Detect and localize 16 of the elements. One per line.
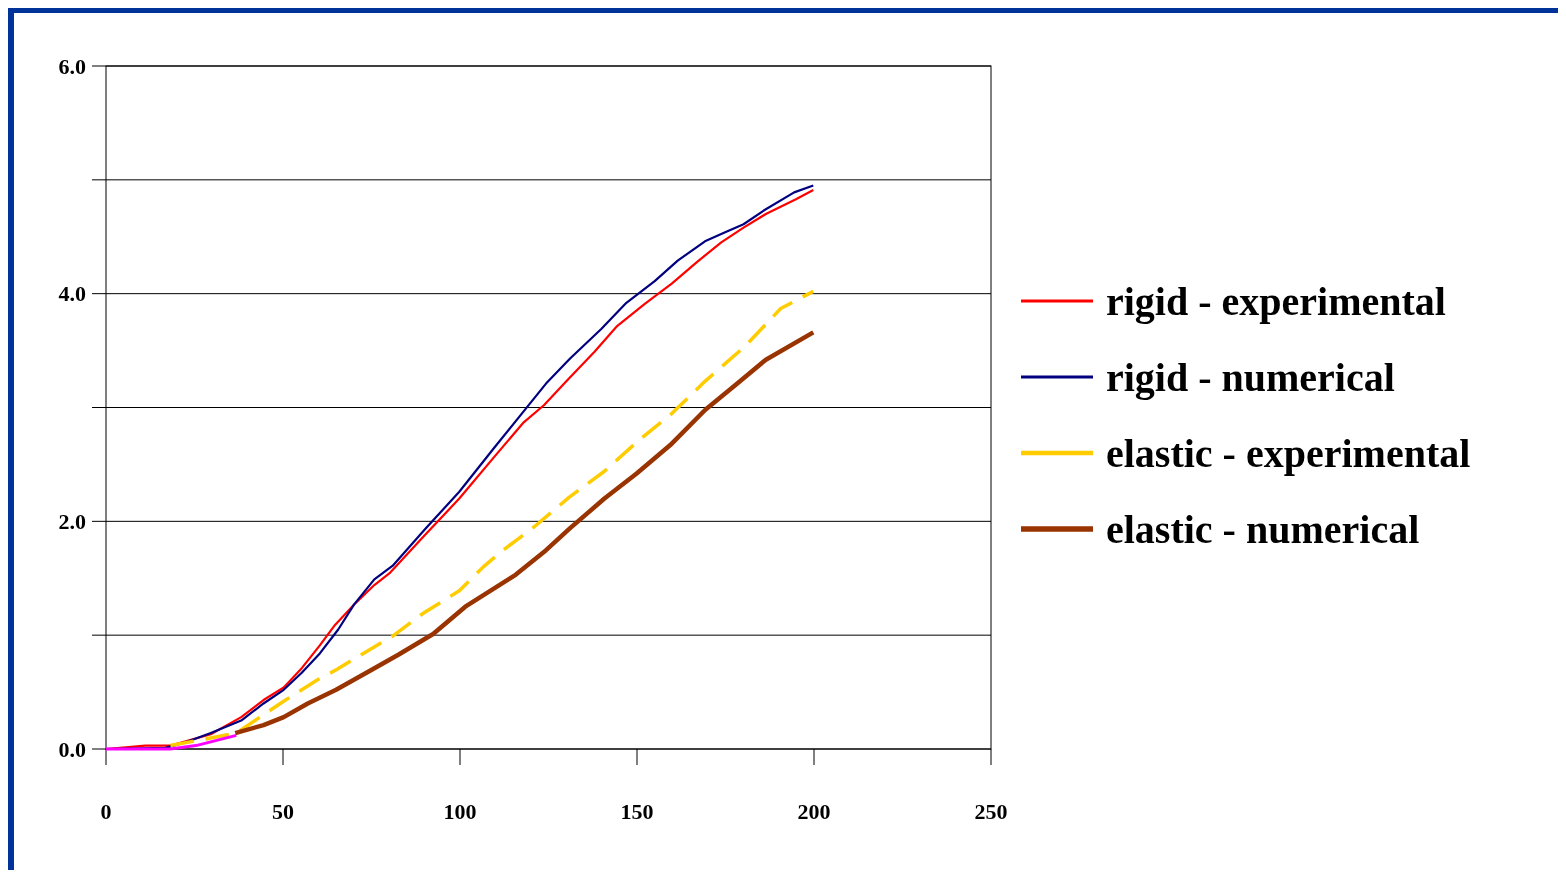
x-tick-label: 250: [974, 799, 1008, 824]
legend-label: rigid - experimental: [1106, 279, 1446, 324]
x-tick-label: 200: [797, 799, 831, 824]
x-tick-label: 150: [620, 799, 654, 824]
legend-label: elastic - numerical: [1106, 507, 1420, 552]
legend-label: elastic - experimental: [1106, 431, 1471, 476]
line-series: [232, 330, 816, 736]
legend-label: rigid - numerical: [1106, 355, 1395, 400]
y-tick-label: 6.0: [58, 53, 86, 79]
x-tick-label: 50: [272, 799, 294, 824]
line-series: [168, 289, 816, 748]
y-tick-label: 2.0: [58, 509, 86, 535]
x-tick-label: 100: [443, 799, 477, 824]
y-tick-label: 0.0: [58, 736, 86, 762]
x-tick-label: 0: [100, 799, 112, 824]
y-tick-label: 4.0: [58, 281, 86, 307]
